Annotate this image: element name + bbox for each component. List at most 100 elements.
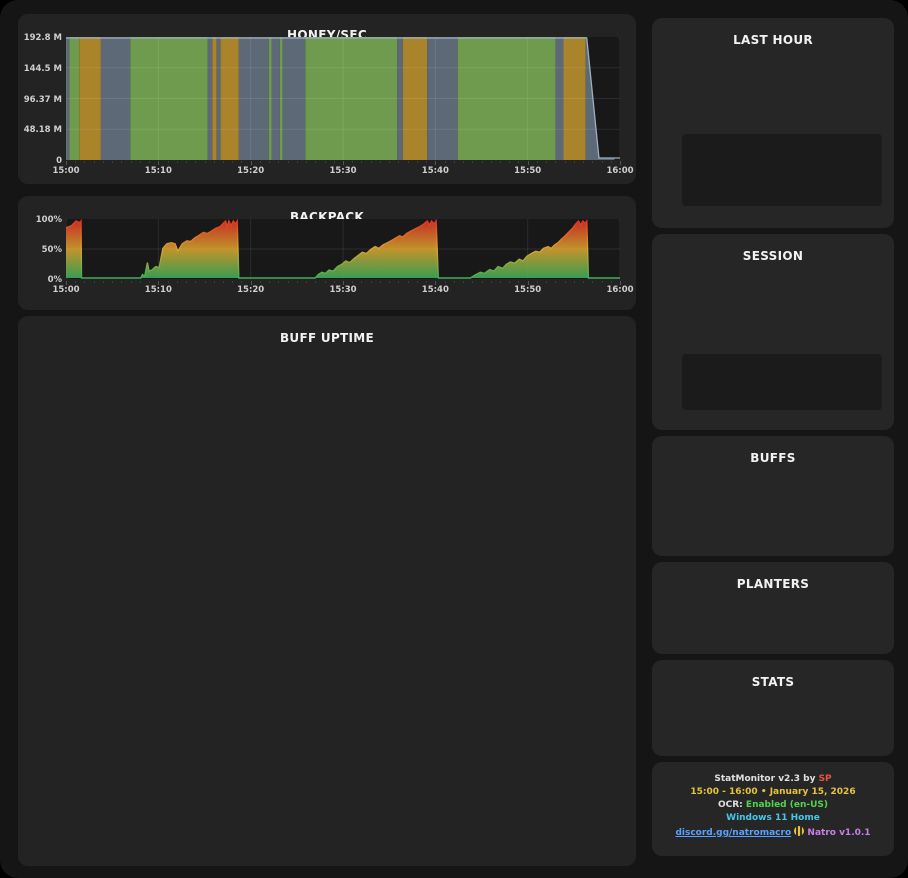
axis-tick [222, 281, 224, 283]
axis-tick [407, 281, 409, 283]
author-name: SP [818, 774, 832, 784]
ocr-status-line: OCR: Enabled (en-US) [717, 800, 829, 810]
axis-tick [426, 161, 428, 163]
axis-tick [204, 161, 206, 163]
discord-link[interactable]: discord.gg/natromacro [675, 828, 792, 838]
axis-tick [84, 281, 86, 283]
axis-tick [509, 161, 511, 163]
ocr-status-value: Enabled (en-US) [742, 800, 829, 810]
axis-tick [93, 281, 95, 283]
x-axis-label: 15:20 [237, 285, 265, 295]
axis-tick [213, 161, 215, 163]
buff-uptime-panel: BUFF UPTIME [18, 316, 636, 866]
axis-tick [287, 281, 289, 283]
axis-tick [112, 161, 114, 163]
axis-tick [75, 281, 77, 283]
axis-tick [416, 161, 418, 163]
axis-tick [269, 161, 271, 163]
axis-tick [167, 161, 169, 163]
session-title: SESSION [742, 248, 804, 263]
stats-title: STATS [751, 674, 795, 689]
axis-tick [536, 281, 538, 283]
x-axis-label: 15:00 [52, 285, 80, 295]
axis-tick [481, 161, 483, 163]
axis-tick [546, 161, 548, 163]
x-axis-label: 15:10 [144, 285, 172, 295]
axis-tick [435, 161, 437, 165]
axis-tick [186, 281, 188, 283]
last-hour-pie-chart [696, 80, 742, 126]
axis-tick [149, 281, 151, 283]
axis-tick [343, 281, 344, 285]
axis-tick [241, 281, 243, 283]
axis-tick [306, 281, 308, 283]
axis-tick [278, 161, 280, 163]
axis-tick [158, 281, 160, 285]
axis-tick [573, 281, 575, 283]
axis-tick [472, 161, 474, 163]
y-axis-label: 0 [56, 156, 62, 166]
axis-tick [490, 161, 492, 163]
stats-panel: STATS [652, 660, 894, 756]
axis-tick [315, 161, 317, 163]
axis-tick [139, 161, 141, 163]
axis-tick [204, 281, 206, 283]
axis-tick [222, 161, 224, 163]
backpack-panel: BACKPACK 100% 50% 0% 15:00 15:10 15:20 15:30 15… [18, 196, 636, 310]
axis-tick [130, 281, 132, 283]
axis-tick [102, 281, 104, 283]
buffs-title: BUFFS [750, 450, 796, 465]
y-axis-label: 0% [47, 275, 62, 285]
y-axis-label: 144.5 M [23, 63, 62, 74]
axis-tick [370, 161, 372, 163]
axis-tick [333, 161, 335, 163]
axis-tick [121, 281, 123, 283]
last-hour-chart [682, 134, 882, 206]
axis-tick [453, 281, 455, 283]
x-axis-label: 15:50 [514, 166, 542, 176]
date-range-line: 15:00 - 16:00 • January 15, 2026 [690, 787, 856, 797]
axis-tick [241, 161, 243, 163]
axis-tick [379, 161, 381, 163]
axis-tick [112, 281, 114, 283]
axis-tick [490, 281, 492, 283]
axis-tick [306, 161, 308, 163]
axis-tick [555, 161, 557, 163]
axis-tick [75, 161, 77, 163]
axis-tick [509, 281, 511, 283]
axis-tick [250, 161, 252, 165]
axis-tick [379, 281, 381, 283]
axis-tick [195, 161, 197, 163]
buff-uptime-title: BUFF UPTIME [279, 330, 375, 345]
axis-tick [250, 281, 252, 285]
last-hour-title: LAST HOUR [733, 32, 813, 47]
x-axis-label: 15:30 [329, 285, 357, 295]
x-axis-label: 15:50 [514, 285, 542, 295]
axis-tick [564, 161, 566, 163]
axis-tick [527, 161, 529, 165]
session-panel: SESSION [652, 234, 894, 430]
x-axis-label: 15:20 [237, 166, 265, 176]
axis-tick [130, 161, 132, 163]
footer-panel: StatMonitor v2.3 by SP 15:00 - 16:00 • J… [652, 762, 894, 856]
natro-bee-icon [794, 826, 805, 836]
axis-tick [167, 281, 169, 283]
axis-tick [333, 281, 335, 283]
planters-panel: PLANTERS [652, 562, 894, 654]
axis-tick [389, 161, 391, 163]
axis-tick [352, 281, 354, 283]
axis-tick [620, 281, 621, 285]
axis-tick [84, 161, 86, 163]
x-axis-label: 15:30 [329, 166, 357, 176]
axis-tick [472, 281, 474, 283]
axis-tick [176, 281, 178, 283]
x-axis-label: 16:00 [606, 166, 634, 176]
axis-tick [407, 161, 409, 163]
axis-tick [499, 281, 501, 283]
y-axis-label: 192.8 M [23, 33, 62, 43]
x-axis-label: 16:00 [606, 285, 634, 295]
axis-tick [186, 161, 188, 163]
axis-tick [610, 161, 612, 163]
axis-tick [370, 281, 372, 283]
